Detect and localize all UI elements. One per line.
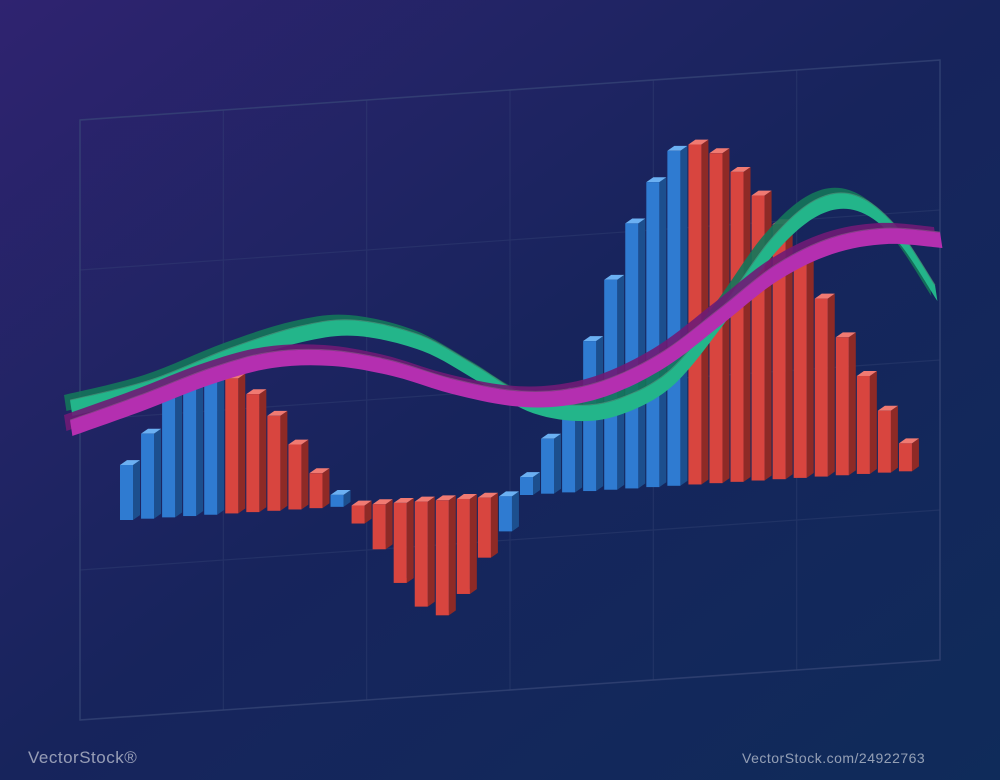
chart-svg (0, 0, 1000, 780)
bar (541, 434, 561, 494)
bar (731, 167, 751, 482)
watermark-left: VectorStock® (28, 748, 137, 768)
bar (288, 440, 308, 510)
bar (667, 146, 687, 486)
bar (373, 499, 393, 549)
bar (436, 495, 456, 615)
bar (162, 392, 182, 517)
bar (857, 371, 877, 474)
bar (646, 177, 666, 487)
bar (457, 494, 477, 594)
bar (309, 468, 329, 508)
bar (836, 332, 856, 475)
bar (899, 438, 919, 471)
chart-stage: VectorStock® VectorStock.com/24922763 (0, 0, 1000, 780)
bar (352, 501, 372, 524)
bar (878, 406, 898, 473)
bar (141, 429, 161, 519)
bar (225, 374, 245, 514)
watermark-right: VectorStock.com/24922763 (742, 750, 925, 766)
bar (394, 498, 414, 583)
bar (625, 219, 645, 489)
bar (246, 389, 266, 512)
bar (415, 497, 435, 607)
bar (815, 294, 835, 477)
bar (499, 491, 519, 531)
bar (120, 460, 140, 520)
bar (267, 411, 287, 511)
bar (520, 472, 540, 495)
bar (794, 255, 814, 478)
bar (478, 493, 498, 558)
